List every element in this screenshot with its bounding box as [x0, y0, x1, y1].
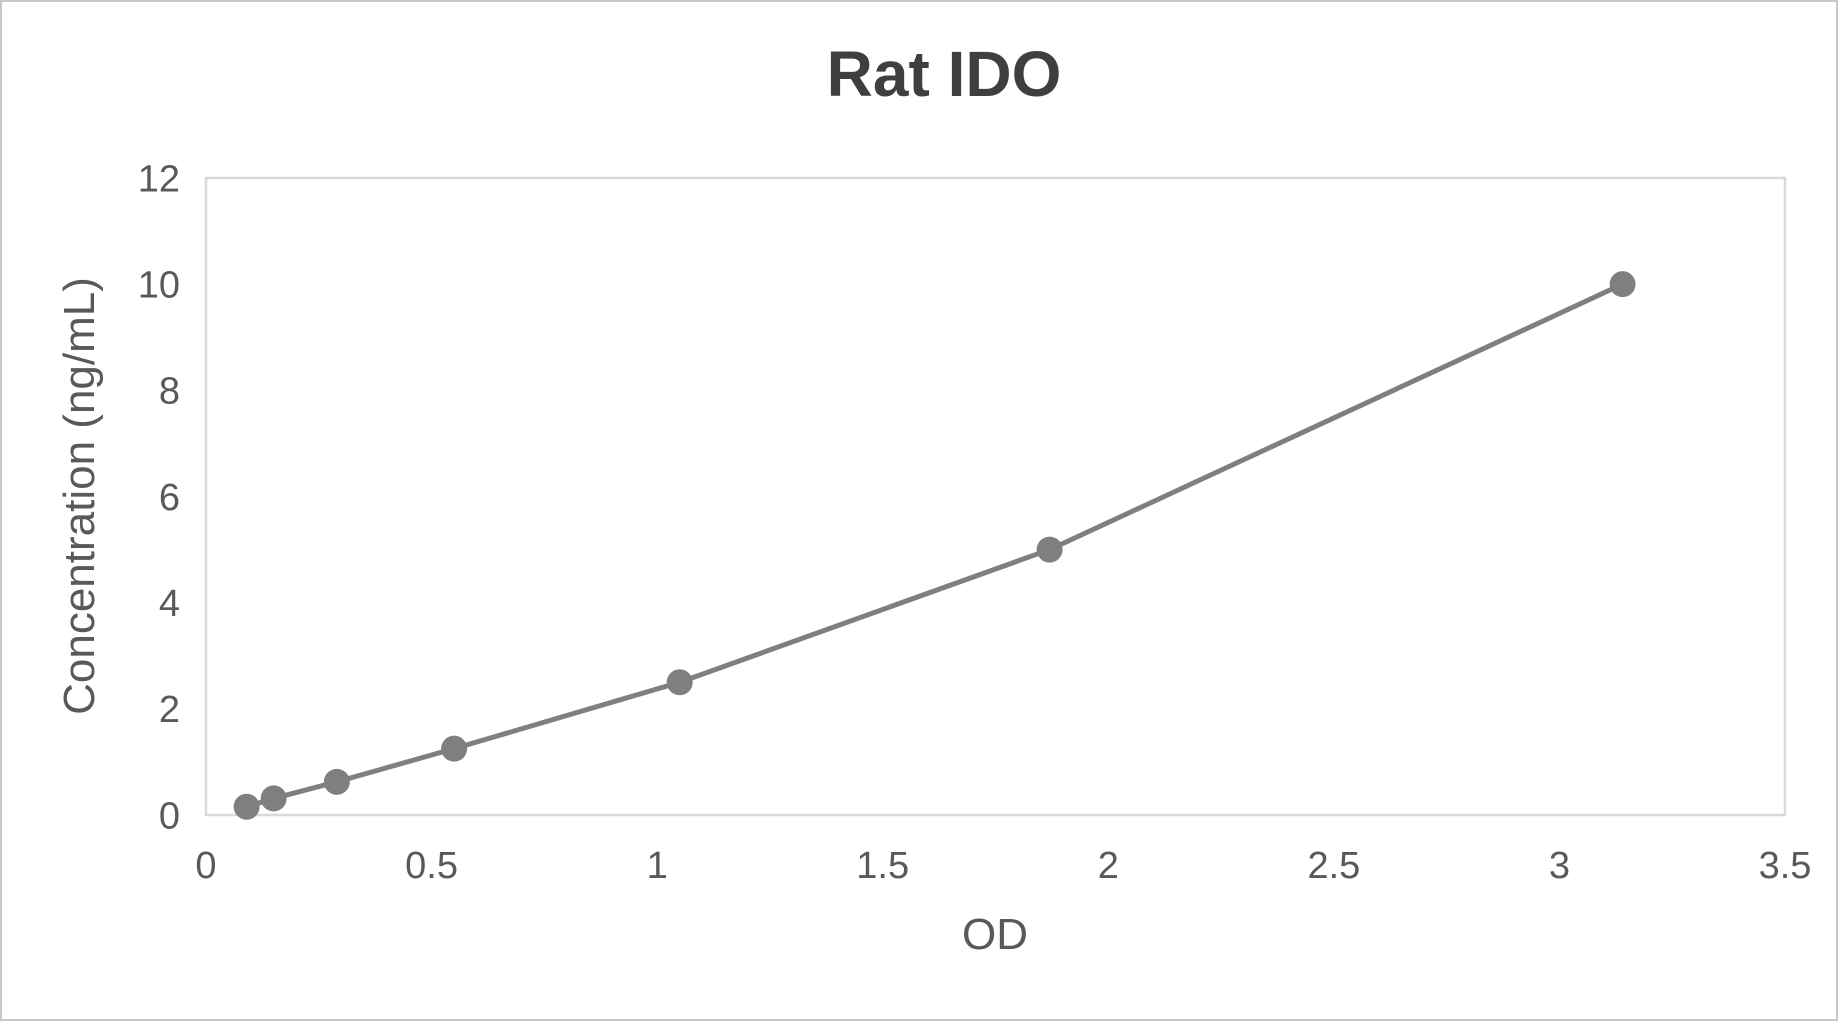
- y-tick-label: 0: [159, 795, 180, 837]
- x-tick-label: 3.5: [1759, 845, 1812, 887]
- data-point-marker: [1036, 536, 1063, 563]
- data-point-marker: [323, 768, 350, 795]
- x-tick-label: 2.5: [1307, 845, 1360, 887]
- x-tick-label: 2: [1098, 845, 1119, 887]
- data-point-marker: [666, 669, 693, 696]
- data-point-marker: [233, 793, 260, 820]
- data-point-marker: [441, 735, 468, 762]
- x-tick-label: 1: [647, 845, 668, 887]
- y-tick-label: 8: [159, 371, 180, 413]
- y-tick-label: 2: [159, 689, 180, 731]
- y-tick-label: 12: [138, 158, 180, 200]
- x-tick-label: 0.5: [405, 845, 458, 887]
- data-point-marker: [260, 785, 287, 812]
- x-tick-label: 3: [1549, 845, 1570, 887]
- chart-title: Rat IDO: [826, 38, 1062, 110]
- y-tick-label: 6: [159, 477, 180, 519]
- y-tick-label: 4: [159, 583, 180, 625]
- x-axis-title: OD: [962, 910, 1028, 959]
- data-point-marker: [1609, 271, 1636, 298]
- series-line: [244, 281, 1626, 810]
- x-tick-label: 1.5: [856, 845, 909, 887]
- x-tick-label: 0: [195, 845, 216, 887]
- y-tick-label: 10: [138, 264, 180, 306]
- plot-area-border: [204, 176, 1787, 817]
